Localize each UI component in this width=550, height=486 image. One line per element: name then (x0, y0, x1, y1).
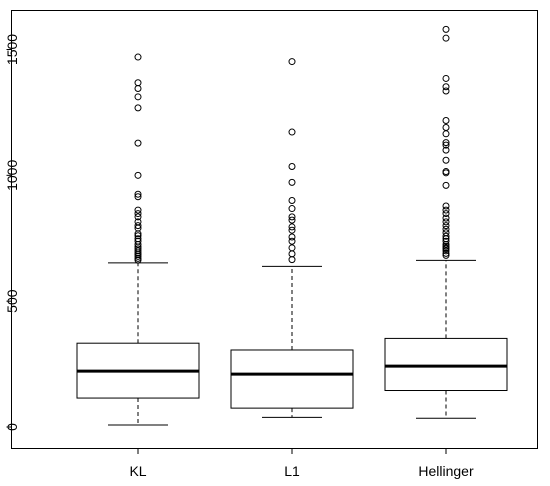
x-tick-label: L1 (284, 463, 300, 479)
outlier-point (134, 235, 142, 243)
outlier-point (288, 226, 296, 234)
outlier-point (288, 237, 296, 245)
outlier-point (134, 206, 142, 214)
outlier-point (134, 85, 142, 93)
outlier-point (134, 53, 142, 61)
outlier-point (288, 178, 296, 186)
outlier-point (134, 218, 142, 226)
box-group-hellinger (384, 25, 508, 419)
outlier-point (442, 34, 450, 42)
outlier-point (134, 232, 142, 240)
x-tick-label: Hellinger (418, 463, 474, 479)
outlier-point (134, 171, 142, 179)
x-tick-label: KL (129, 463, 146, 479)
y-tick-label: 500 (4, 289, 20, 313)
outlier-point (442, 229, 450, 237)
outlier-point (134, 79, 142, 87)
x-axis: KL L1 Hellinger (129, 448, 474, 479)
outlier-point (134, 139, 142, 147)
outlier-point (442, 218, 450, 226)
outlier-point (134, 193, 142, 201)
outlier-point (442, 87, 450, 95)
outlier-point (288, 128, 296, 136)
outlier-point (442, 25, 450, 33)
outlier-point (288, 216, 296, 224)
outlier-point (442, 141, 450, 149)
outlier-point (288, 244, 296, 252)
outlier-point (288, 197, 296, 204)
outlier-point (442, 139, 450, 147)
outlier-point (288, 250, 296, 258)
outlier-point (442, 156, 450, 164)
iqr-box (230, 349, 354, 409)
outlier-point (134, 93, 142, 101)
outlier-point (288, 213, 296, 221)
outlier-point (442, 232, 450, 240)
outlier-point (442, 116, 450, 124)
box-series (76, 25, 508, 426)
outlier-point (442, 210, 450, 218)
outlier-point (442, 214, 450, 222)
outlier-point (442, 74, 450, 82)
outlier-point (442, 202, 450, 210)
y-tick-label: 0 (4, 423, 20, 431)
outlier-point (442, 237, 450, 245)
outlier-point (134, 190, 142, 198)
outlier-point (442, 251, 450, 259)
outlier-point (442, 225, 450, 233)
outlier-point (134, 222, 142, 230)
outlier-point (442, 168, 450, 176)
outlier-point (288, 58, 296, 66)
outlier-point (288, 223, 296, 231)
outlier-point (442, 124, 450, 132)
outlier-point (442, 181, 450, 189)
y-tick-label: 1500 (4, 34, 20, 65)
outlier-point (288, 256, 296, 264)
y-tick-label: 1000 (4, 160, 20, 191)
outlier-point (134, 104, 142, 112)
outlier-point (288, 163, 296, 171)
outlier-point (288, 233, 296, 241)
outlier-point (442, 206, 450, 214)
outlier-point (134, 213, 142, 221)
box-group-l1 (230, 58, 354, 418)
plot-frame (11, 10, 538, 449)
outlier-point (442, 222, 450, 230)
outlier-point (442, 130, 450, 138)
outlier-point (442, 146, 450, 154)
box-group-kl (76, 53, 200, 426)
iqr-box (384, 337, 508, 392)
outlier-point (288, 205, 296, 213)
y-axis: 0 500 1000 1500 (4, 34, 20, 431)
outlier-point (442, 83, 450, 91)
outlier-point (134, 210, 142, 218)
